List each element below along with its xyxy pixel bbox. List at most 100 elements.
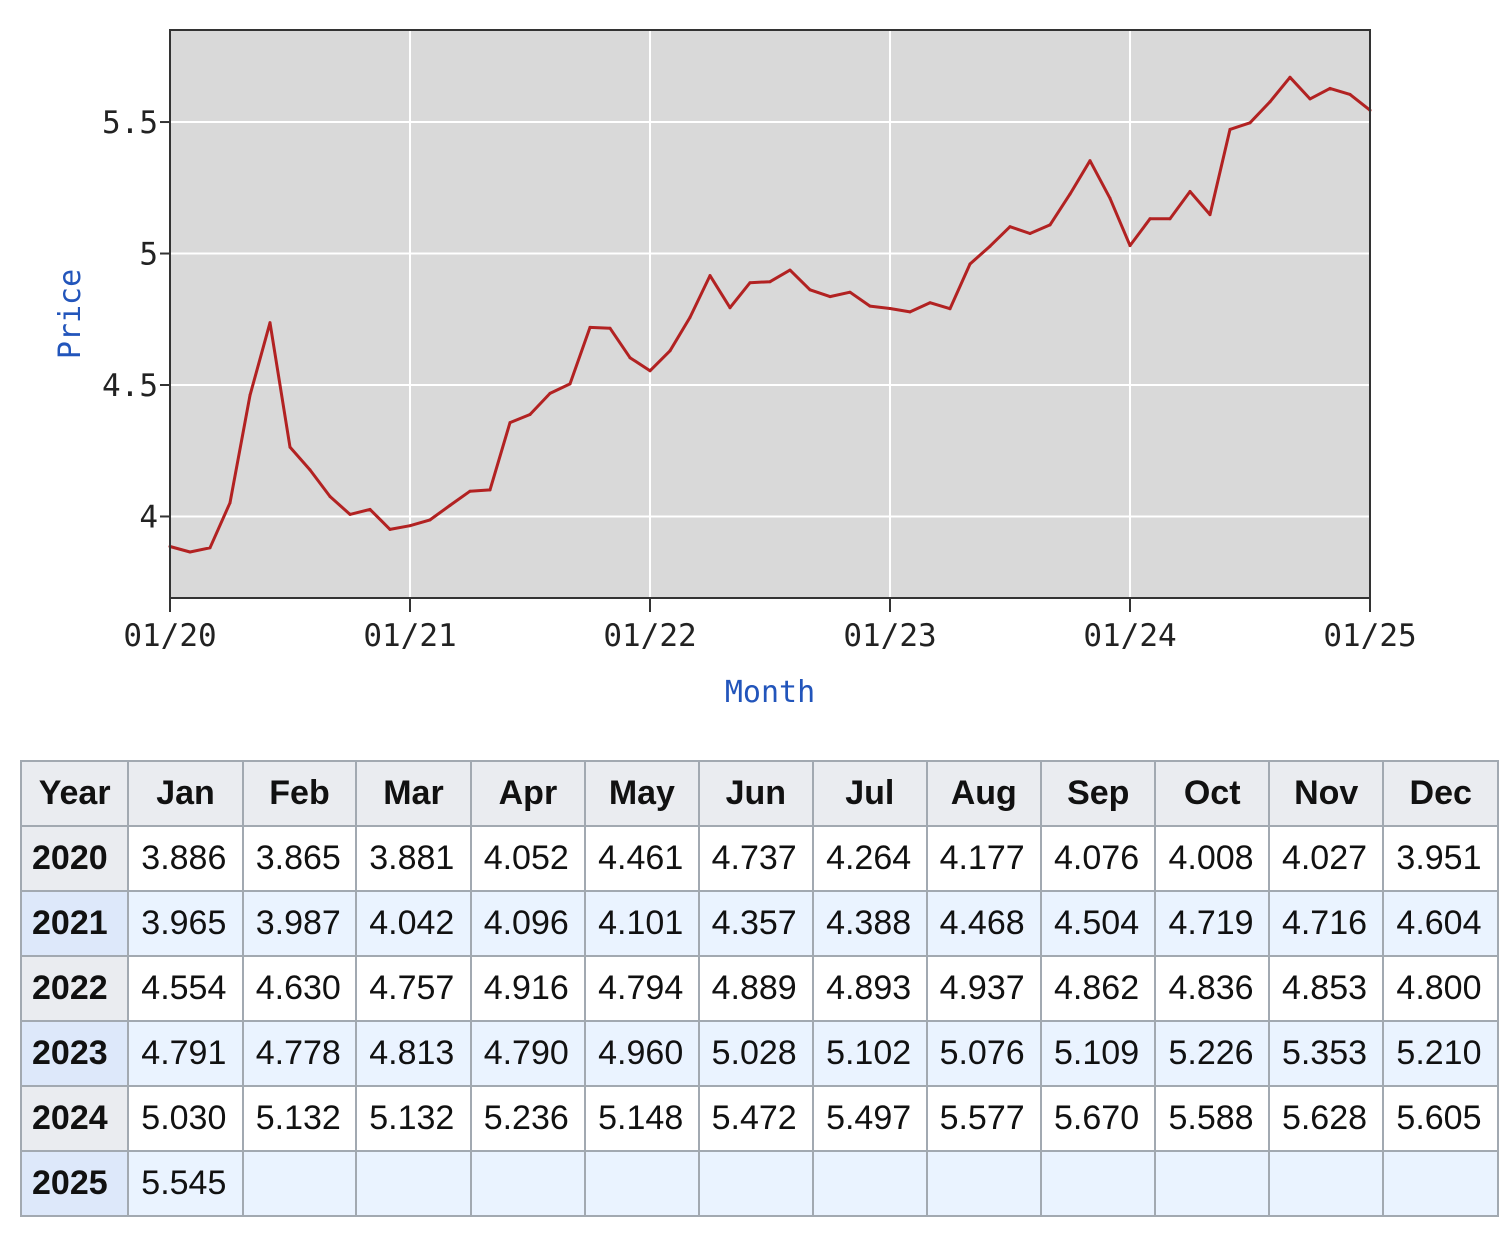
table-cell: 4.027	[1267, 825, 1385, 892]
column-header-month: Jun	[697, 760, 815, 827]
table-cell: 4.096	[469, 890, 587, 957]
table-cell: 4.960	[584, 1020, 700, 1087]
data-point	[568, 382, 572, 386]
data-point	[208, 546, 212, 550]
table-row: 2023 4.791 4.778 4.813 4.790 4.960 5.028 5.102 5…	[19, 1020, 1499, 1087]
table-cell: 4.357	[697, 890, 815, 957]
data-point	[1248, 121, 1252, 125]
table-cell: 3.965	[127, 890, 244, 957]
table-cell: 4.791	[127, 1020, 244, 1087]
data-point	[968, 262, 972, 266]
column-header-month: Feb	[241, 760, 358, 827]
price-table: Year Jan Feb Mar Apr May Jun Jul Aug Sep Oct Nov Dec…	[19, 760, 1499, 1217]
table-cell: 4.719	[1154, 890, 1270, 957]
x-tick-labels: 01/20 01/21 01/22 01/23 01/24 01/25	[123, 618, 1416, 654]
column-header-month: Nov	[1267, 760, 1385, 827]
row-header-year: 2020	[19, 825, 130, 892]
table-cell: 5.605	[1382, 1085, 1499, 1152]
table-cell: 5.148	[584, 1085, 700, 1152]
table-cell: 4.554	[127, 955, 244, 1022]
x-tick-label: 01/20	[123, 618, 216, 654]
table-cell	[1040, 1150, 1157, 1217]
plot-border	[169, 29, 1371, 599]
table-header-row: Year Jan Feb Mar Apr May Jun Jul Aug Sep Oct Nov Dec	[19, 760, 1499, 827]
table-cell	[1267, 1150, 1385, 1217]
table-cell: 4.862	[1040, 955, 1157, 1022]
data-point	[628, 356, 632, 360]
table-cell: 4.008	[1154, 825, 1270, 892]
table-cell: 4.800	[1382, 955, 1499, 1022]
table-cell: 4.889	[697, 955, 815, 1022]
data-point	[1268, 100, 1272, 104]
table-cell: 4.461	[584, 825, 700, 892]
data-point	[708, 274, 712, 278]
table-cell: 4.937	[925, 955, 1043, 1022]
table-cell: 5.076	[925, 1020, 1043, 1087]
column-header-month: May	[584, 760, 700, 827]
table-cell: 4.916	[469, 955, 587, 1022]
table-cell: 4.504	[1040, 890, 1157, 957]
table-cell: 5.545	[127, 1150, 244, 1217]
y-tick-label: 5.5	[102, 105, 158, 141]
x-axis-title: Month	[725, 675, 815, 710]
table-cell: 4.177	[925, 825, 1043, 892]
table-cell: 4.604	[1382, 890, 1499, 957]
table-cell: 3.886	[127, 825, 244, 892]
table-cell: 5.132	[241, 1085, 358, 1152]
data-point	[368, 507, 372, 511]
data-point	[988, 244, 992, 248]
data-point	[428, 518, 432, 522]
data-point	[308, 468, 312, 472]
data-point	[668, 349, 672, 353]
table-row: 2025 5.545	[19, 1150, 1499, 1217]
data-point	[1208, 213, 1212, 217]
table-cell: 4.790	[469, 1020, 587, 1087]
table-cell	[241, 1150, 358, 1217]
data-point	[588, 325, 592, 329]
table-cell: 4.076	[1040, 825, 1157, 892]
table-cell	[584, 1150, 700, 1217]
data-point	[1348, 92, 1352, 96]
data-point	[1068, 192, 1072, 196]
data-point	[828, 295, 832, 299]
table-cell: 4.052	[469, 825, 587, 892]
table-cell: 3.951	[1382, 825, 1499, 892]
table-cell: 4.042	[355, 890, 472, 957]
table-cell: 5.132	[355, 1085, 472, 1152]
table-cell: 4.737	[697, 825, 815, 892]
table-cell: 4.264	[812, 825, 928, 892]
data-point	[1288, 75, 1292, 79]
y-tick-label: 4.5	[102, 368, 158, 404]
column-header-month: Mar	[355, 760, 472, 827]
column-header-year: Year	[19, 760, 130, 827]
table-cell: 5.670	[1040, 1085, 1157, 1152]
table-cell: 3.881	[355, 825, 472, 892]
table-row: 2022 4.554 4.630 4.757 4.916 4.794 4.889 4.893 4…	[19, 955, 1499, 1022]
data-point	[788, 268, 792, 272]
table-cell: 4.893	[812, 955, 928, 1022]
table-cell	[355, 1150, 472, 1217]
data-point	[228, 501, 232, 505]
data-point	[388, 527, 392, 531]
data-point	[1128, 244, 1132, 248]
column-header-month: Apr	[469, 760, 587, 827]
data-point	[548, 391, 552, 395]
data-point	[1108, 196, 1112, 200]
table-cell: 4.778	[241, 1020, 358, 1087]
column-header-month: Oct	[1154, 760, 1270, 827]
table-cell: 5.472	[697, 1085, 815, 1152]
plot-area	[170, 30, 1370, 598]
data-point	[508, 421, 512, 425]
table-cell: 4.836	[1154, 955, 1270, 1022]
data-point	[348, 512, 352, 516]
table-cell: 4.388	[812, 890, 928, 957]
price-chart: 01/20 01/21 01/22 01/23 01/24 01/25 4 4.5 5 5.5 …	[53, 29, 1417, 710]
row-header-year: 2024	[19, 1085, 130, 1152]
chart-svg: 01/20 01/21 01/22 01/23 01/24 01/25 44.555.5 …	[53, 29, 1417, 710]
table-cell: 4.757	[355, 955, 472, 1022]
data-point	[188, 550, 192, 554]
table-cell	[1382, 1150, 1499, 1217]
data-point	[1008, 225, 1012, 229]
data-point	[608, 326, 612, 330]
data-point	[888, 307, 892, 310]
